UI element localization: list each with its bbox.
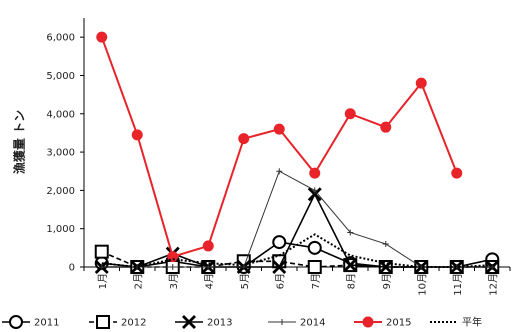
y-tick-label: 1,000 <box>46 224 75 235</box>
x-tick-label: 11月 <box>452 273 464 296</box>
series-line <box>101 170 493 268</box>
data-point <box>378 260 393 274</box>
series-line <box>101 250 493 268</box>
legend-label-2013: 2013 <box>207 318 232 329</box>
x-tick-label: 2月 <box>132 273 144 289</box>
y-tick-label: 3,000 <box>46 148 75 159</box>
x-ticks: 1月 2月 3月 4月 5月 6月 7月 8月 9月 10月 11月 12月 <box>83 267 511 296</box>
data-point <box>307 240 322 255</box>
y-tick-label: 5,000 <box>46 71 75 82</box>
legend-label-2015: 2015 <box>386 318 411 329</box>
data-point <box>182 315 196 329</box>
data-point <box>309 167 321 179</box>
data-point <box>131 129 143 141</box>
x-tick-label: 10月 <box>416 273 428 296</box>
data-point <box>276 168 283 175</box>
data-point <box>307 260 322 274</box>
data-point <box>238 133 250 145</box>
data-point <box>273 123 285 135</box>
legend-label-2014: 2014 <box>300 318 325 329</box>
data-point <box>272 235 287 250</box>
data-point <box>451 167 463 179</box>
y-tick-label: 6,000 <box>46 33 75 44</box>
x-tick-label: 12月 <box>487 273 499 296</box>
data-point <box>279 319 285 325</box>
data-point <box>169 264 176 270</box>
series-line <box>101 192 493 268</box>
legend-label-2012: 2012 <box>121 318 146 329</box>
series-line <box>101 233 493 269</box>
data-point <box>344 108 356 120</box>
data-point <box>382 241 389 248</box>
x-tick-label: 4月 <box>203 273 215 289</box>
data-point <box>311 187 318 194</box>
legend-label-2011: 2011 <box>34 318 59 329</box>
data-point <box>415 77 427 89</box>
y-tick-label: 0 <box>69 263 75 274</box>
data-point <box>380 121 392 133</box>
data-point <box>343 258 358 273</box>
x-tick-label: 9月 <box>381 273 393 289</box>
data-point <box>240 264 247 270</box>
data-point <box>205 264 212 270</box>
x-tick-label: 6月 <box>274 273 286 289</box>
data-point <box>96 31 108 43</box>
data-point <box>96 315 110 329</box>
series-layer <box>94 31 500 274</box>
y-tick-label: 4,000 <box>46 109 75 120</box>
y-ticks: 0 1,000 2,000 3,000 4,000 5,000 6,000 <box>46 33 84 274</box>
data-point <box>307 187 322 202</box>
x-tick-label: 1月 <box>97 273 109 289</box>
legend: 2011 2012 2013 2014 2015 平年 <box>2 315 482 329</box>
data-point <box>9 315 23 329</box>
y-tick-label: 2,000 <box>46 186 75 197</box>
data-point <box>347 229 354 236</box>
y-axis-title: 漁獲量 トン <box>12 110 27 174</box>
legend-label-平年: 平年 <box>462 316 482 329</box>
x-tick-label: 7月 <box>310 273 322 289</box>
x-tick-label: 8月 <box>345 273 357 289</box>
data-point <box>362 316 374 328</box>
series-2014 <box>98 168 496 270</box>
data-point <box>202 240 214 252</box>
data-point <box>94 244 109 259</box>
data-point <box>98 264 105 270</box>
data-point <box>272 260 287 274</box>
series-line <box>100 36 458 258</box>
x-tick-label: 5月 <box>239 273 251 289</box>
x-tick-label: 3月 <box>168 273 180 289</box>
series-2015 <box>96 31 463 263</box>
series-平年 <box>101 233 493 269</box>
